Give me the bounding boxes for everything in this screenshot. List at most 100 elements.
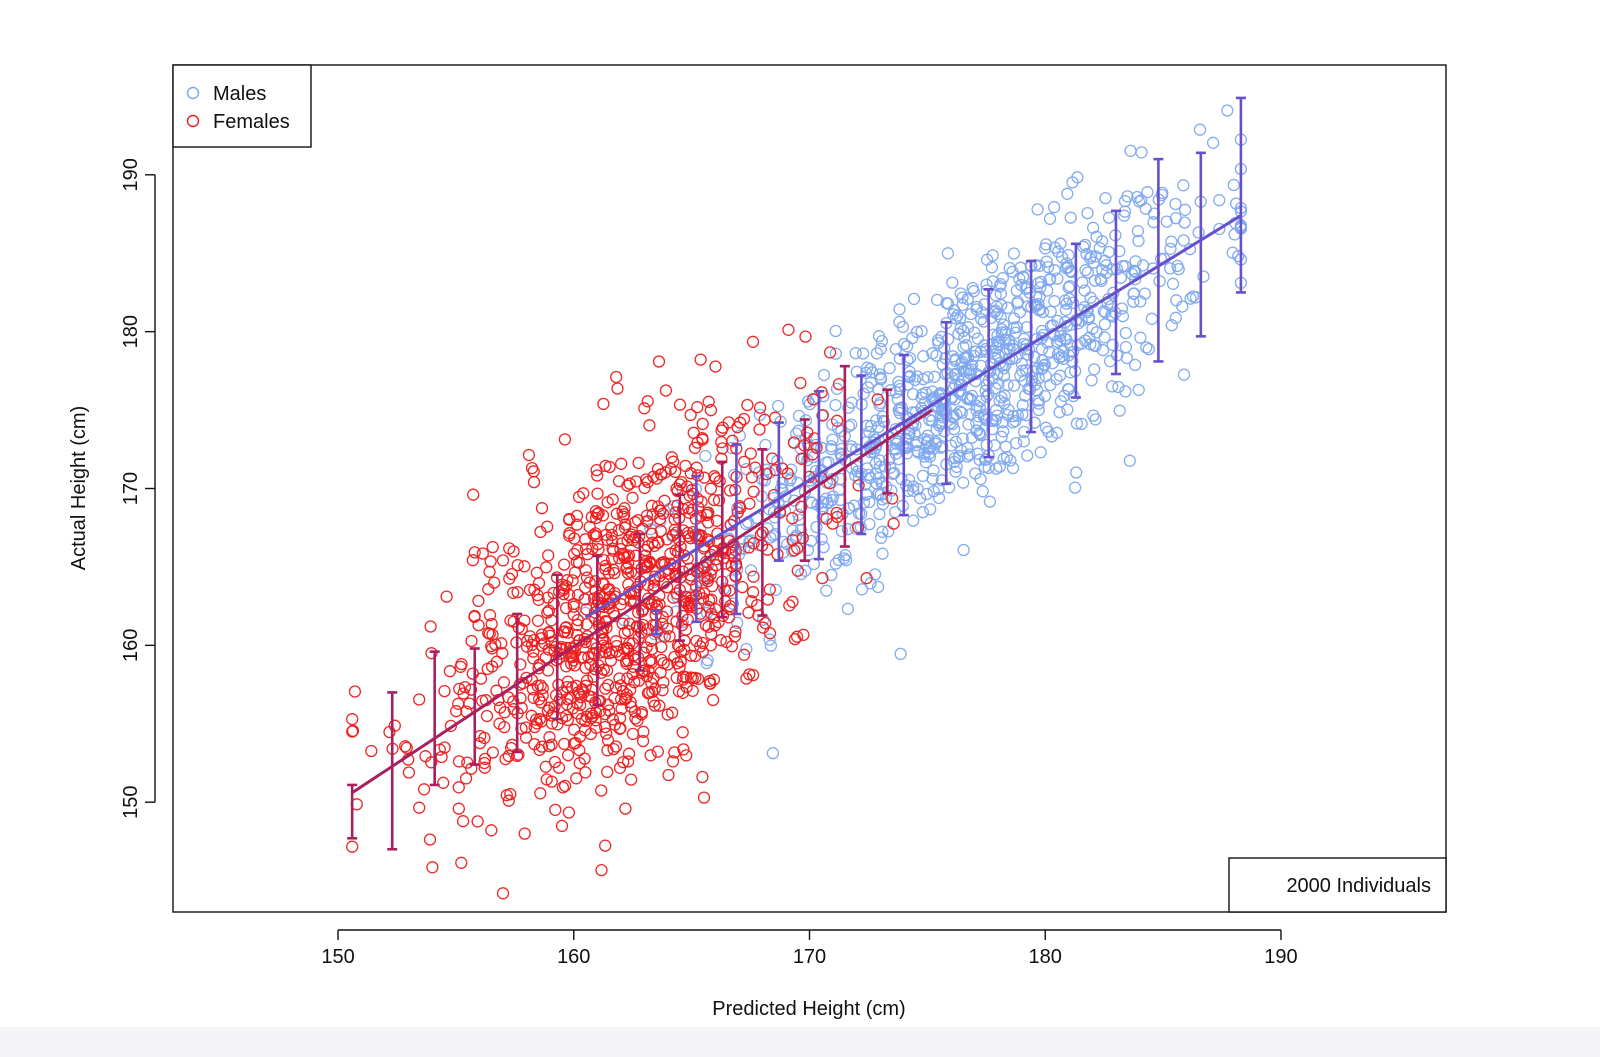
point-females [558,433,572,446]
point-females [703,677,717,690]
point-males [1178,203,1192,216]
point-males [863,495,876,509]
point-females [783,599,796,612]
point-males [1060,297,1073,310]
point-males [1061,403,1074,416]
point-females [860,572,873,585]
point-females [532,576,546,590]
legend: Males Females [172,64,312,148]
point-females [443,665,457,678]
point-males [1043,345,1056,358]
point-males [1009,414,1022,428]
point-males [1013,272,1026,285]
point-females [601,765,614,779]
point-females [500,789,513,802]
point-males [1034,281,1047,294]
point-females [601,734,615,747]
point-females [533,693,546,706]
point-females [505,567,519,581]
point-males [1084,291,1097,304]
plot-frame [172,64,1447,913]
point-females [763,627,777,640]
point-males [916,506,930,519]
point-males [1095,274,1108,288]
point-males [961,450,974,463]
point-males [995,391,1008,404]
error-bar-females [839,364,850,548]
point-females [455,657,468,671]
point-females [525,461,539,475]
point-females [520,671,533,685]
point-females [816,408,829,422]
point-males [1006,461,1020,475]
point-males [1053,369,1067,382]
point-males [863,517,876,531]
point-females [457,687,470,700]
point-males [1228,228,1241,241]
point-males [1033,302,1047,316]
point-females [643,419,656,432]
note-text: 2000 Individuals [1286,875,1431,897]
error-bar-males [1026,259,1037,434]
point-females [624,565,638,579]
point-males [783,474,797,487]
point-males [1098,318,1112,331]
point-males [764,639,778,652]
point-females [605,528,619,542]
point-females [527,691,540,705]
point-males [997,452,1010,465]
point-females [620,691,633,704]
point-males [941,297,955,310]
point-females [346,713,359,726]
point-males [1071,171,1084,184]
point-males [951,309,964,322]
fit-line-females [351,408,933,795]
point-females [596,509,610,522]
point-females [468,546,481,559]
point-females [542,604,556,617]
point-females [676,502,690,516]
point-females [677,670,690,683]
x-tick-label: 190 [1264,946,1297,968]
point-males [930,293,944,307]
point-females [691,401,704,414]
point-females [452,781,465,794]
point-males [769,583,782,596]
point-females [740,672,753,685]
point-females [593,694,607,708]
point-females [572,490,586,504]
point-males [1087,409,1100,422]
point-males [948,452,961,465]
point-females [679,459,692,473]
point-males [1165,235,1178,248]
point-females [704,568,717,581]
point-males [829,557,842,570]
point-males [936,440,949,453]
point-males [1170,294,1183,307]
point-females [493,701,507,714]
point-females [579,766,592,779]
point-females [661,533,674,546]
point-males [975,313,988,326]
point-males [1169,197,1182,211]
point-females [642,592,655,605]
point-males [1053,406,1066,419]
point-females [715,435,728,449]
error-bar-females [387,691,398,851]
point-females [690,634,703,648]
point-males [992,349,1005,362]
point-females [644,634,658,648]
point-males [740,642,753,656]
y-tick-label: 190 [120,158,142,191]
point-females [651,745,664,758]
error-bar-females [799,418,810,562]
point-males [1099,191,1112,205]
point-males [794,567,808,581]
point-males [971,332,984,345]
point-females [555,819,569,833]
point-females [543,629,557,643]
point-females [560,621,573,634]
point-males [1009,436,1023,450]
point-females [707,673,721,686]
point-females [653,512,667,526]
